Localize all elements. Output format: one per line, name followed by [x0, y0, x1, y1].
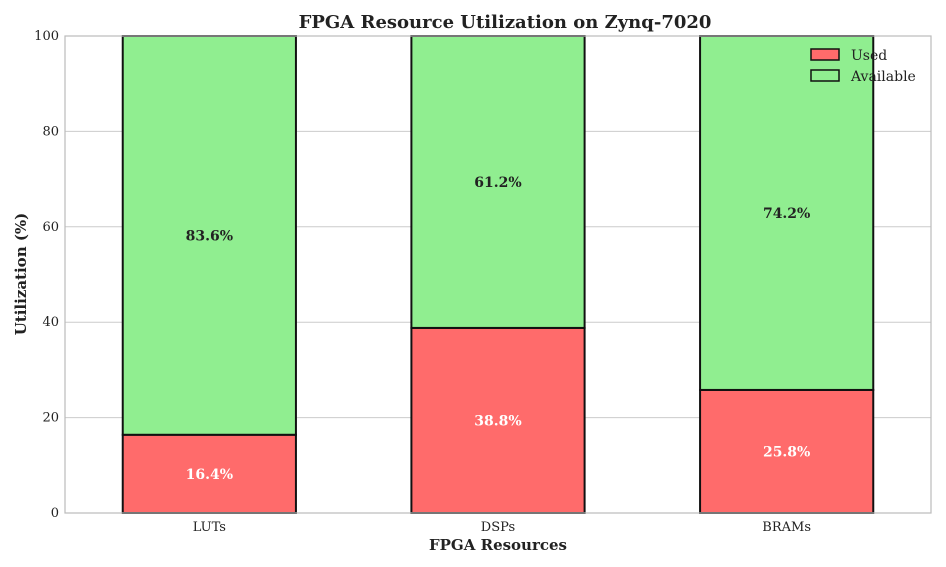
bar-used-dsps — [410, 326, 586, 515]
x-tick-label: BRAMs — [762, 520, 811, 535]
y-tick-label: 80 — [42, 124, 59, 139]
data-label: 74.2% — [763, 206, 810, 222]
data-label: 61.2% — [474, 175, 521, 191]
y-tick-label: 100 — [34, 29, 59, 44]
bar-available-luts — [121, 35, 297, 436]
x-axis-label: FPGA Resources — [429, 536, 567, 554]
legend-label-available: Available — [850, 69, 916, 85]
y-tick-label: 40 — [42, 315, 59, 330]
data-labels: 16.4% 83.6% 38.8% 61.2% 25.8% 74.2% — [186, 175, 811, 483]
bar-available-brams — [699, 35, 875, 391]
x-tick-label: LUTs — [193, 520, 226, 535]
y-tick-label: 0 — [51, 506, 59, 521]
x-tick-label: DSPs — [481, 520, 515, 535]
y-ticks: 0 20 40 60 80 100 — [34, 29, 59, 521]
plot-frame — [64, 35, 932, 514]
y-tick-label: 20 — [42, 411, 59, 426]
x-ticks: LUTs DSPs BRAMs — [193, 520, 811, 535]
legend-swatch-used — [810, 48, 840, 61]
bar-used-brams — [699, 388, 875, 514]
data-label: 38.8% — [474, 413, 521, 429]
y-axis-label: Utilization (%) — [12, 213, 30, 336]
data-label: 16.4% — [186, 467, 233, 483]
chart-title: FPGA Resource Utilization on Zynq-7020 — [299, 12, 712, 33]
legend: Used Available — [810, 48, 916, 85]
data-label: 83.6% — [186, 228, 233, 244]
bars — [121, 35, 875, 515]
y-tick-label: 60 — [42, 220, 59, 235]
legend-label-used: Used — [851, 48, 887, 64]
legend-swatch-available — [810, 69, 840, 82]
data-label: 25.8% — [763, 444, 810, 460]
